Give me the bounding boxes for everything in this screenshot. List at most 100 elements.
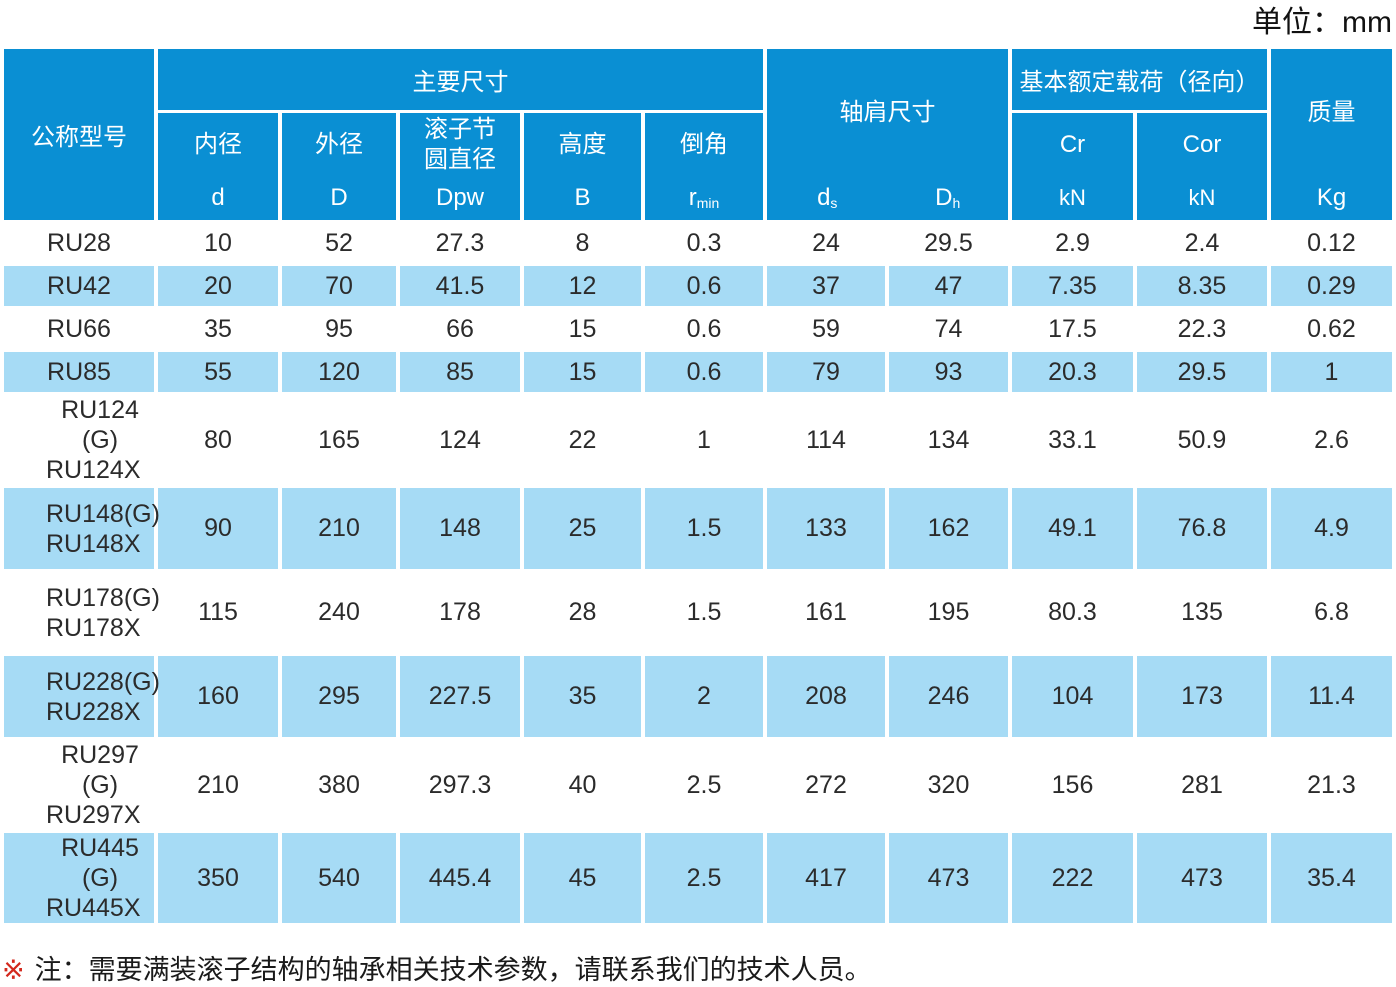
model-name: RU85 [47, 358, 111, 386]
pitch-dia-symbol: Dpw [435, 184, 484, 211]
col-header-cor: Cor kN [1137, 113, 1267, 220]
model-name: RU178(G) RU178X [46, 583, 160, 642]
model-cell: RU148(G) RU148X [4, 488, 160, 569]
value-cell: 114 [767, 395, 885, 485]
value-cell: 0.6 [645, 352, 763, 392]
table-row: RU42 20 70 41.5 12 0.6 37 47 7.35 8.35 0… [4, 266, 1392, 306]
value-cell: 0.6 [645, 266, 763, 306]
table-row: RU85 55 120 85 15 0.6 79 93 20.3 29.5 1 [4, 352, 1392, 392]
value-cell: 93 [889, 352, 1008, 392]
value-cell: 297.3 [400, 740, 520, 830]
col-header-chamfer: 倒角 r min [645, 113, 763, 220]
value-cell: 135 [1137, 572, 1267, 653]
model-cell: RU228(G) RU228X [4, 656, 160, 737]
value-cell: 85 [400, 352, 520, 392]
value-cell: 80 [158, 395, 278, 485]
value-cell: 29.5 [1137, 352, 1267, 392]
model-name: RU445 (G) RU445X [46, 834, 141, 922]
value-cell: 37 [767, 266, 885, 306]
value-cell: 165 [282, 395, 396, 485]
value-cell: 45 [524, 833, 641, 923]
value-cell: 0.12 [1271, 223, 1392, 263]
value-cell: 104 [1012, 656, 1133, 737]
col-group-main-dimensions: 主要尺寸 [158, 49, 763, 110]
mass-unit: Kg [1316, 184, 1347, 211]
model-name: RU148(G) RU148X [46, 499, 160, 558]
value-cell: 50.9 [1137, 395, 1267, 485]
value-cell: 47 [889, 266, 1008, 306]
value-cell: 115 [158, 572, 278, 653]
shoulder-dims-label: 轴肩尺寸 [839, 98, 936, 126]
value-cell: 10 [158, 223, 278, 263]
value-cell: 80.3 [1012, 572, 1133, 653]
value-cell: 17.5 [1012, 309, 1133, 349]
value-cell: 473 [889, 833, 1008, 923]
value-cell: 59 [767, 309, 885, 349]
value-cell: 246 [889, 656, 1008, 737]
value-cell: 12 [524, 266, 641, 306]
value-cell: 21.3 [1271, 740, 1392, 830]
col-header-mass: 质量 Kg [1271, 49, 1392, 220]
value-cell: 33.1 [1012, 395, 1133, 485]
value-cell: 178 [400, 572, 520, 653]
value-cell: 8.35 [1137, 266, 1267, 306]
model-cell: RU66 [4, 309, 154, 349]
value-cell: 445.4 [400, 833, 520, 923]
model-cell: RU42 [4, 266, 154, 306]
value-cell: 1 [645, 395, 763, 485]
header-row-sub: 内径 d 外径 D 滚子节 圆直径 Dpw [4, 113, 1392, 220]
value-cell: 133 [767, 488, 885, 569]
value-cell: 20.3 [1012, 352, 1133, 392]
table-row: RU124 (G) RU124X 80 165 124 22 1 114 134 … [4, 395, 1392, 485]
outer-dia-label: 外径 [315, 130, 363, 158]
value-cell: 95 [282, 309, 396, 349]
value-cell: 2 [645, 656, 763, 737]
value-cell: 320 [889, 740, 1008, 830]
inner-dia-symbol: d [211, 184, 225, 211]
model-cell: RU297 (G) RU297X [4, 740, 154, 830]
outer-dia-symbol: D [330, 184, 348, 211]
value-cell: 24 [767, 223, 885, 263]
model-cell: RU85 [4, 352, 154, 392]
value-cell: 0.29 [1271, 266, 1392, 306]
height-label: 高度 [558, 130, 607, 158]
value-cell: 40 [524, 740, 641, 830]
table-row: RU297 (G) RU297X 210 380 297.3 40 2.5 272… [4, 740, 1392, 830]
model-name: RU42 [47, 272, 111, 300]
value-cell: 22.3 [1137, 309, 1267, 349]
value-cell: 173 [1137, 656, 1267, 737]
value-cell: 134 [889, 395, 1008, 485]
value-cell: 41.5 [400, 266, 520, 306]
col-header-pitch-diameter: 滚子节 圆直径 Dpw [400, 113, 520, 220]
value-cell: 74 [889, 309, 1008, 349]
value-cell: 2.5 [645, 833, 763, 923]
value-cell: 2.9 [1012, 223, 1133, 263]
value-cell: 90 [158, 488, 278, 569]
table-row: RU66 35 95 66 15 0.6 59 74 17.5 22.3 0.6… [4, 309, 1392, 349]
value-cell: 2.4 [1137, 223, 1267, 263]
table-row: RU445 (G) RU445X 350 540 445.4 45 2.5 417… [4, 833, 1392, 923]
main-dims-label: 主要尺寸 [412, 69, 509, 96]
value-cell: 52 [282, 223, 396, 263]
value-cell: 11.4 [1271, 656, 1392, 737]
value-cell: 160 [158, 656, 278, 737]
unit-label: 单位：mm [1252, 6, 1392, 39]
col-header-cr: Cr kN [1012, 113, 1133, 220]
model-cell: RU124 (G) RU124X [4, 395, 154, 485]
value-cell: 2.6 [1271, 395, 1392, 485]
table-row: RU178(G) RU178X 115 240 178 28 1.5 161 19… [4, 572, 1392, 653]
value-cell: 35.4 [1271, 833, 1392, 923]
value-cell: 1.5 [645, 572, 763, 653]
cr-label: Cr [1059, 130, 1086, 158]
value-cell: 76.8 [1137, 488, 1267, 569]
value-cell: 148 [400, 488, 520, 569]
value-cell: 210 [158, 740, 278, 830]
value-cell: 156 [1012, 740, 1133, 830]
model-name: RU297 (G) RU297X [46, 741, 141, 829]
model-name: RU124 (G) RU124X [46, 396, 141, 484]
